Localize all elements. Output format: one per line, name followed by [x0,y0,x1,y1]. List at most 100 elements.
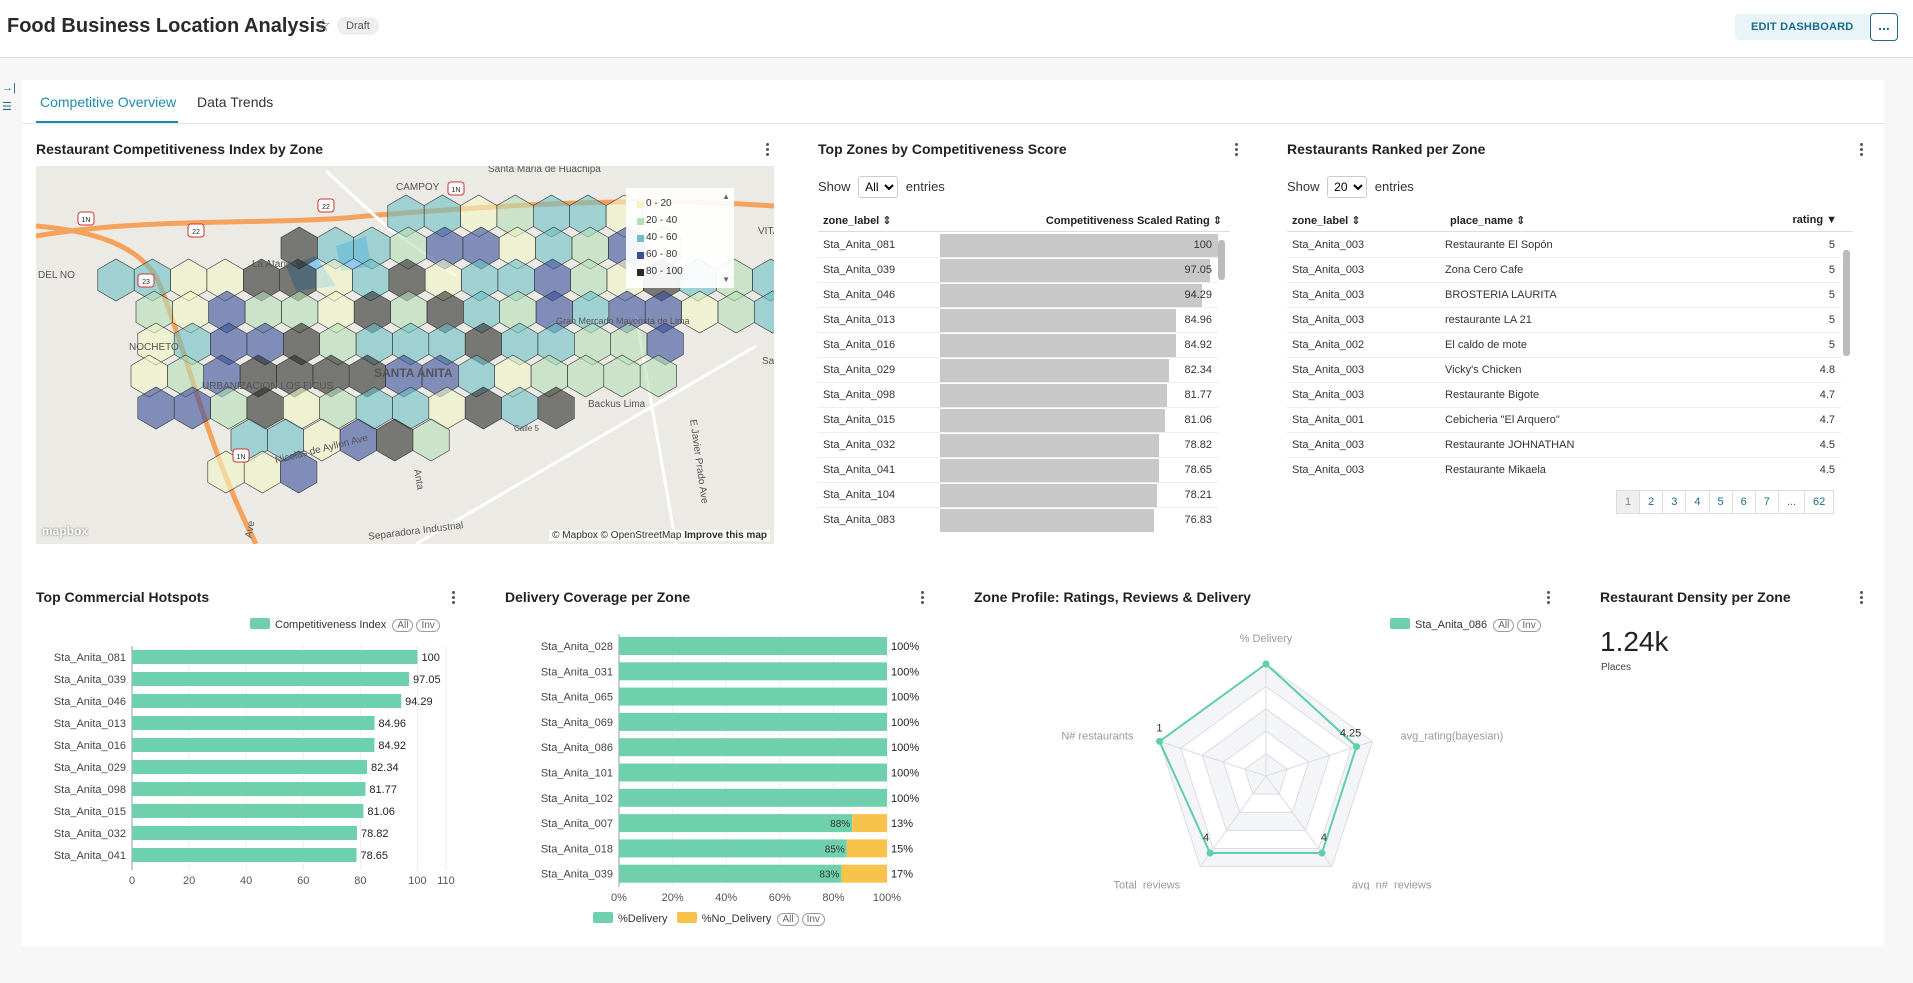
page-button[interactable]: 3 [1663,491,1687,513]
table-row[interactable]: Sta_Anita_098 81.77 [818,383,1218,408]
legend-all-button[interactable]: All [777,913,799,926]
table-row[interactable]: Sta_Anita_104 78.21 [818,483,1218,508]
entries-label: entries [905,179,945,194]
filter-icon[interactable]: ☰ [2,101,12,113]
top-zones-menu-icon[interactable] [1235,143,1241,158]
map-label: La Atarjea [252,259,298,270]
legend-invert-button[interactable]: Inv [1517,619,1541,632]
improve-map-link[interactable]: Improve this map [684,530,767,541]
x-tick-label: 40% [715,892,737,902]
table-row[interactable]: Sta_Anita_003 Vicky's Chicken 4.8 [1287,358,1841,383]
table-row[interactable]: Sta_Anita_003 BROSTERIA LAURITA 5 [1287,283,1841,308]
col-place-name[interactable]: place_name ⇕ [1450,215,1526,227]
value-label: 94.29 [405,696,433,708]
page-button[interactable]: 6 [1733,491,1756,513]
zone-hexagon [752,258,774,302]
hotspots-legend[interactable]: Competitiveness Index All Inv [250,618,440,632]
table-row[interactable]: Sta_Anita_003 Restaurante JOHNATHAN 4.5 [1287,433,1841,458]
legend-all-button[interactable]: All [1493,619,1515,632]
zone-hexagon [753,290,774,334]
table-row[interactable]: Sta_Anita_046 94.29 [818,283,1218,308]
table-row[interactable]: Sta_Anita_015 81.06 [818,408,1218,433]
page-button[interactable]: 7 [1756,491,1779,513]
legend-invert-button[interactable]: Inv [801,913,825,926]
rating-cell: 4.7 [1819,414,1835,426]
ranked-entries-select[interactable]: 20 [1327,176,1368,198]
radar-legend[interactable]: Sta_Anita_086 All Inv [1390,618,1541,632]
no-delivery-bar [852,814,887,833]
col-zone-label[interactable]: zone_label ⇕ [1292,215,1361,227]
category-label: Sta_Anita_065 [541,692,613,704]
zone-label-cell: Sta_Anita_003 [1292,239,1365,251]
col-competitiveness[interactable]: Competitiveness Scaled Rating ⇕ [1045,215,1222,227]
table-row[interactable]: Sta_Anita_003 Restaurante Mikaela 4.5 [1287,458,1841,482]
rating-cell: 5 [1828,339,1835,351]
ranked-scrollbar[interactable] [1843,250,1850,356]
tab-competitive-overview[interactable]: Competitive Overview [40,94,177,110]
table-row[interactable]: Sta_Anita_016 84.92 [818,333,1218,358]
expand-sidebar-icon[interactable]: →| [2,82,16,94]
table-row[interactable]: Sta_Anita_081 100 [818,233,1218,258]
rating-value-cell: 100 [1193,239,1212,251]
show-label: Show [1287,179,1320,194]
inner-label: 88% [830,819,850,830]
delivery-legend[interactable]: %Delivery %No_Delivery All Inv [593,912,825,926]
radar-menu-icon[interactable] [1547,591,1553,606]
hotspots-menu-icon[interactable] [452,591,458,606]
zone-label-cell: Sta_Anita_039 [823,264,896,276]
radar-axis-label: avg_n#_reviews [1352,880,1432,890]
page-button[interactable]: 5 [1710,491,1733,513]
delivery-menu-icon[interactable] [921,591,927,606]
attribution-text[interactable]: © Mapbox © OpenStreetMap [552,530,682,541]
table-row[interactable]: Sta_Anita_029 82.34 [818,358,1218,383]
rating-bar [940,359,1169,382]
value-label: 81.77 [369,784,397,796]
page-button[interactable]: 62 [1813,496,1826,508]
x-tick-label: 60% [769,892,791,902]
draft-badge[interactable]: Draft [337,17,379,35]
legend-swatch [637,269,644,276]
table-header: zone_label ⇕ place_name ⇕ rating ▼ [1287,208,1853,232]
table-row[interactable]: Sta_Anita_002 El caldo de mote 5 [1287,333,1841,358]
table-row[interactable]: Sta_Anita_032 78.82 [818,433,1218,458]
category-label: Sta_Anita_018 [541,843,613,855]
legend-all-button[interactable]: All [392,619,414,632]
col-zone-label[interactable]: zone_label ⇕ [823,215,892,227]
star-icon[interactable]: ☆ [315,15,332,35]
edit-dashboard-button[interactable]: EDIT DASHBOARD [1735,14,1870,40]
table-row[interactable]: Sta_Anita_001 Cebicheria "El Arquero" 4.7 [1287,408,1841,433]
table-row[interactable]: Sta_Anita_083 76.83 [818,508,1218,532]
table-row[interactable]: Sta_Anita_003 restaurante LA 21 5 [1287,308,1841,333]
map-card-menu-icon[interactable] [766,143,772,158]
table-row[interactable]: Sta_Anita_039 97.05 [818,258,1218,283]
place-name-cell: BROSTERIA LAURITA [1445,289,1557,301]
rating-bar-track [940,508,1218,532]
legend-scroll-down-icon[interactable]: ▼ [722,275,730,284]
page-button[interactable]: 4 [1686,491,1710,513]
competitiveness-map[interactable]: 1N 22 22 1N 23 1N Santa Maria de Huachipa La … [36,166,774,544]
table-row[interactable]: Sta_Anita_013 84.96 [818,308,1218,333]
table-row[interactable]: Sta_Anita_041 78.65 [818,458,1218,483]
legend-invert-button[interactable]: Inv [416,619,440,632]
radar-chart: % Delivery avg_rating(bayesian) avg_n#_rev… [1061,633,1503,890]
page-button[interactable]: 1 [1617,491,1641,513]
legend-scroll-up-icon[interactable]: ▲ [722,192,730,201]
top-zones-entries-select[interactable]: All [858,176,899,198]
road-shield [317,198,335,213]
category-label: Sta_Anita_028 [541,641,613,653]
radar-axis [1159,740,1267,777]
top-zones-scrollbar[interactable] [1218,240,1225,280]
more-options-button[interactable]: ... [1870,13,1898,41]
col-rating[interactable]: rating ▼ [1792,214,1837,226]
ranked-menu-icon[interactable] [1860,143,1866,158]
density-menu-icon[interactable] [1860,591,1866,606]
table-row[interactable]: Sta_Anita_003 Restaurante Bigote 4.7 [1287,383,1841,408]
page-button[interactable]: ... [1779,491,1806,513]
rating-bar [940,234,1218,257]
table-row[interactable]: Sta_Anita_003 Restaurante El Sopón 5 [1287,233,1841,258]
page-button[interactable]: 2 [1640,491,1664,513]
map-road [415,344,757,544]
radar-point-label: 4.25 [1340,728,1361,740]
table-row[interactable]: Sta_Anita_003 Zona Cero Cafe 5 [1287,258,1841,283]
tab-data-trends[interactable]: Data Trends [197,94,274,110]
